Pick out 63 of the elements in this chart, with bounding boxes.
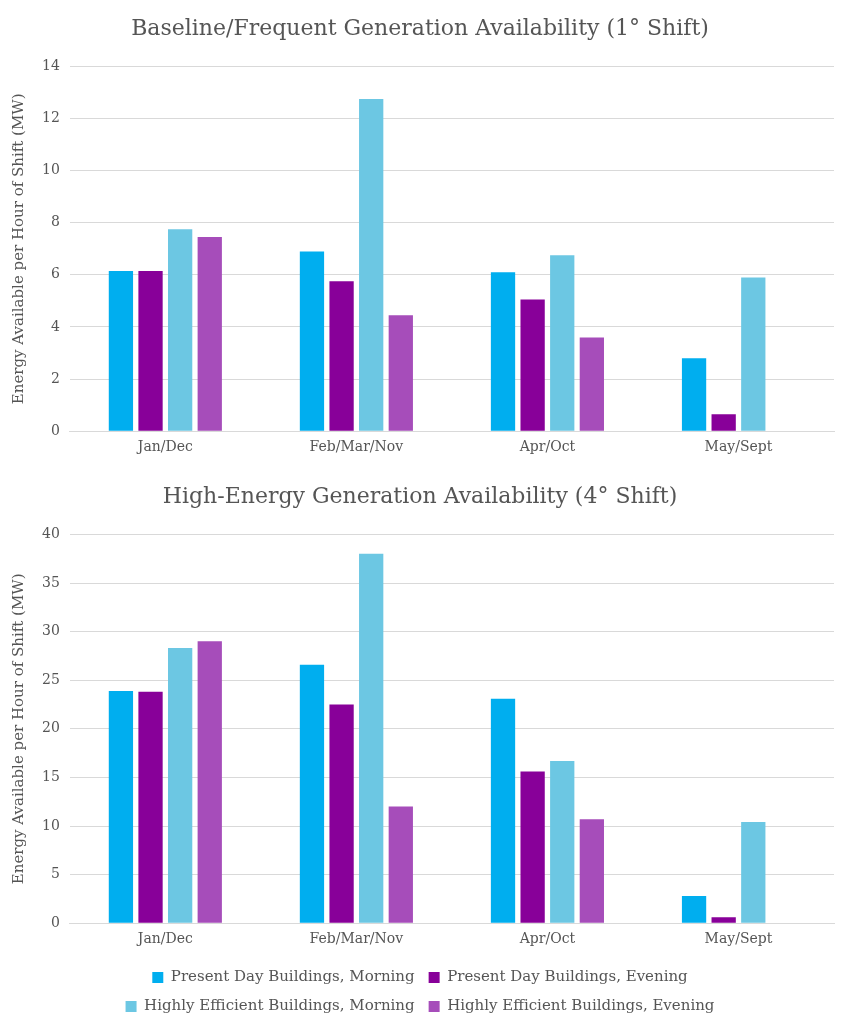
x-tick-label: Apr/Oct (518, 930, 576, 947)
y-tick-label: 12 (41, 109, 60, 126)
x-tick-label: May/Sept (704, 930, 773, 947)
bar (108, 270, 134, 431)
bar (168, 229, 193, 431)
bar (681, 358, 707, 431)
y-tick-label: 8 (50, 213, 60, 230)
bar (138, 691, 163, 923)
bar (197, 237, 222, 431)
y-tick-label: 6 (50, 265, 60, 282)
x-tick-label: May/Sept (704, 438, 773, 455)
bar (579, 337, 604, 431)
x-tick-label: Jan/Dec (135, 438, 194, 455)
bar (681, 895, 707, 923)
bar (138, 270, 163, 431)
bar (359, 553, 384, 923)
bar (520, 771, 545, 923)
bar (329, 704, 354, 923)
x-tick-label: Jan/Dec (135, 930, 194, 947)
bar (490, 698, 516, 923)
bar (741, 277, 766, 431)
bar (520, 299, 545, 431)
y-tick-label: 0 (50, 421, 60, 438)
bar (299, 251, 325, 431)
bar (168, 648, 193, 923)
bar (490, 272, 516, 431)
y-tick-label: 40 (41, 525, 60, 542)
bar (299, 664, 325, 923)
bar (108, 690, 134, 923)
bar (579, 819, 604, 923)
y-tick-label: 10 (41, 161, 60, 178)
legend-label: Highly Efficient Buildings, Morning (144, 996, 416, 1015)
y-axis-title: Energy Available per Hour of Shift (MW) (8, 573, 27, 885)
legend-label: Present Day Buildings, Evening (447, 967, 689, 986)
bar (711, 917, 736, 923)
y-axis-title: Energy Available per Hour of Shift (MW) (8, 93, 27, 405)
chart-title: Baseline/Frequent Generation Availability (1° Shift) (131, 14, 709, 40)
bar (741, 822, 766, 923)
y-tick-label: 2 (50, 369, 60, 386)
bar (550, 760, 575, 923)
bar (388, 315, 413, 431)
y-tick-label: 0 (50, 913, 60, 930)
y-tick-label: 10 (41, 816, 60, 833)
y-tick-label: 4 (50, 317, 60, 334)
bar (711, 414, 736, 431)
y-tick-label: 14 (41, 57, 60, 74)
x-tick-label: Feb/Mar/Nov (309, 438, 404, 455)
bar (388, 806, 413, 923)
y-tick-label: 30 (41, 622, 60, 639)
y-tick-label: 25 (41, 670, 60, 687)
bar (329, 281, 354, 431)
y-tick-label: 5 (50, 865, 60, 882)
legend-label: Highly Efficient Buildings, Evening (447, 996, 715, 1015)
x-tick-label: Apr/Oct (518, 438, 576, 455)
bar (359, 98, 384, 431)
bar (550, 255, 575, 431)
y-tick-label: 20 (41, 719, 60, 736)
y-tick-label: 15 (41, 768, 60, 785)
x-tick-label: Feb/Mar/Nov (309, 930, 404, 947)
legend-label: Present Day Buildings, Morning (170, 967, 416, 986)
bar (197, 641, 222, 923)
chart-title: High-Energy Generation Availability (4° Shift) (162, 482, 678, 508)
y-tick-label: 35 (41, 573, 60, 590)
